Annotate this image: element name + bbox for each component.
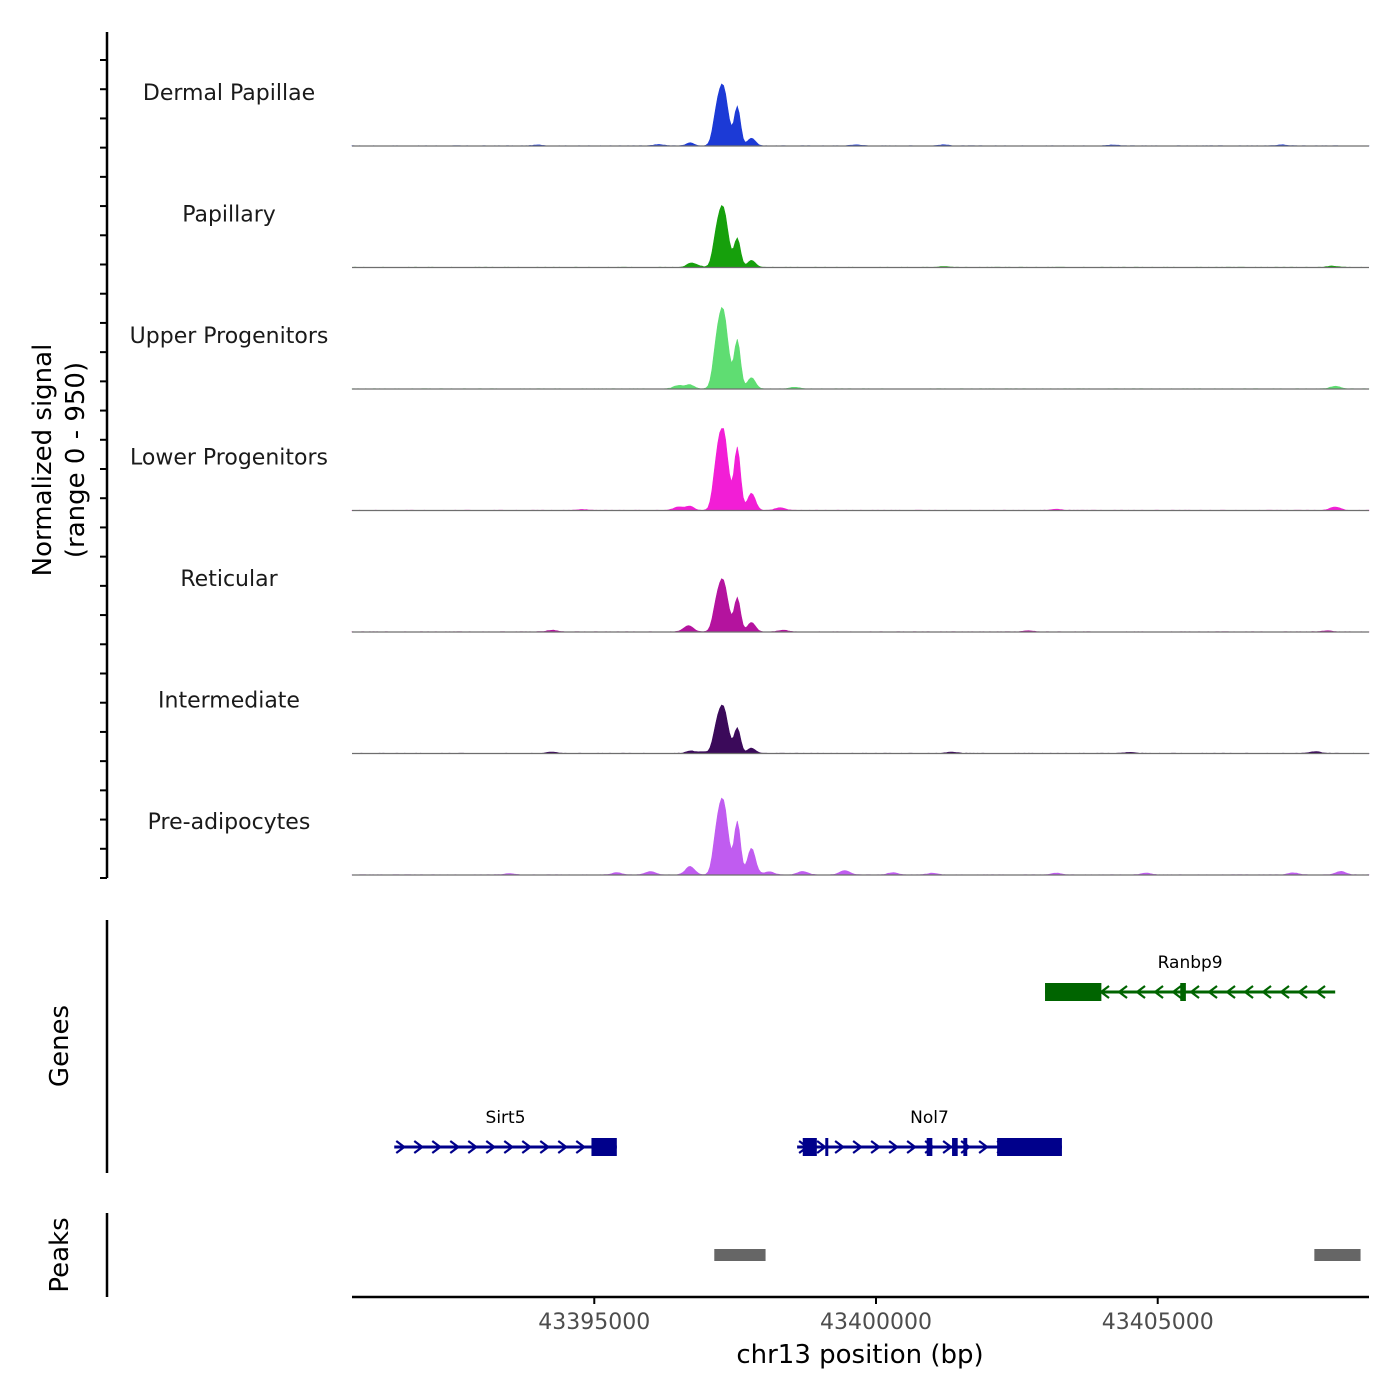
gene-exon (926, 1138, 933, 1156)
coverage-track: Dermal Papillae (143, 81, 1370, 147)
gene-model: Nol7 (797, 1108, 1062, 1156)
coverage-track: Papillary (182, 203, 1370, 269)
strand-arrow (467, 1140, 479, 1154)
strand-arrow (834, 1140, 845, 1154)
track-label: Pre-adipocytes (148, 810, 311, 835)
strand-arrow (942, 1140, 953, 1154)
gene-exon (1180, 983, 1186, 1001)
strand-arrow (1225, 985, 1236, 999)
peaks-track-title: Peaks (45, 1217, 75, 1292)
gene-name-label: Nol7 (910, 1108, 949, 1128)
x-axis-ticks: 43395000 43400000 43405000 (538, 1297, 1214, 1335)
gene-model: Sirt5 (394, 1108, 617, 1156)
gene-annotations: Ranbp9 Sirt5 Nol7 (394, 953, 1336, 1156)
gene-exon (802, 1138, 817, 1156)
gene-exon (825, 1138, 829, 1156)
coverage-track: Intermediate (158, 689, 1370, 755)
strand-arrow (978, 1140, 989, 1154)
gene-name-label: Sirt5 (486, 1108, 526, 1128)
strand-arrow (816, 1140, 827, 1154)
gene-exon (997, 1138, 1062, 1156)
x-tick-label: 43400000 (820, 1310, 932, 1335)
strand-arrow (521, 1140, 533, 1154)
strand-arrow (1297, 985, 1308, 999)
gene-model: Ranbp9 (1045, 953, 1336, 1001)
track-label: Lower Progenitors (130, 446, 328, 471)
track-label: Dermal Papillae (143, 81, 315, 106)
peak-regions (714, 1249, 1361, 1261)
coverage-area (351, 83, 1370, 147)
strand-arrow (1315, 985, 1326, 999)
strand-arrow (1243, 985, 1254, 999)
strand-arrow (1279, 985, 1290, 999)
peak-region-bar (1314, 1249, 1361, 1261)
strand-arrow (503, 1140, 515, 1154)
coverage-area (351, 704, 1370, 754)
peak-region-bar (714, 1249, 766, 1261)
gene-exon (952, 1138, 958, 1156)
coverage-area (351, 428, 1370, 511)
track-label: Reticular (180, 567, 278, 592)
x-tick-label: 43395000 (538, 1310, 650, 1335)
strand-arrow (870, 1140, 881, 1154)
track-label: Intermediate (158, 689, 300, 714)
strand-arrow (485, 1140, 497, 1154)
strand-arrow (1153, 985, 1164, 999)
coverage-tracks: Dermal Papillae Papillary Upper Progenitor… (130, 81, 1370, 876)
coverage-area (351, 797, 1370, 876)
strand-arrow (431, 1140, 443, 1154)
strand-arrow (1207, 985, 1218, 999)
y-axis-title: Normalized signal (28, 344, 58, 577)
y-axis-range: (range 0 - 950) (61, 362, 91, 558)
gene-exon (963, 1138, 968, 1156)
x-axis-title: chr13 position (bp) (736, 1340, 983, 1370)
gene-name-label: Ranbp9 (1158, 953, 1223, 973)
strand-arrow (539, 1140, 551, 1154)
coverage-area (351, 578, 1370, 633)
genes-track-title: Genes (45, 1005, 75, 1087)
strand-arrow (557, 1140, 569, 1154)
coverage-track: Upper Progenitors (130, 306, 1370, 390)
signal-y-axis (100, 32, 109, 879)
strand-arrow (413, 1140, 425, 1154)
gene-exon (591, 1138, 617, 1156)
coverage-area (351, 205, 1370, 268)
strand-arrow (395, 1140, 407, 1154)
track-label: Upper Progenitors (130, 324, 329, 349)
strand-arrow (1261, 985, 1272, 999)
strand-arrow (449, 1140, 461, 1154)
strand-arrow (575, 1140, 587, 1154)
strand-arrow (1135, 985, 1146, 999)
gene-exon (1045, 983, 1102, 1001)
x-tick-label: 43405000 (1102, 1310, 1214, 1335)
track-label: Papillary (182, 203, 276, 228)
strand-arrow (1117, 985, 1128, 999)
strand-arrow (1171, 985, 1182, 999)
coverage-track: Reticular (180, 567, 1370, 633)
coverage-track: Lower Progenitors (130, 428, 1370, 512)
strand-arrow (906, 1140, 917, 1154)
strand-arrow (1189, 985, 1200, 999)
coverage-track: Pre-adipocytes (148, 797, 1370, 876)
coverage-area (351, 306, 1370, 390)
strand-arrow (888, 1140, 899, 1154)
strand-arrow (852, 1140, 863, 1154)
